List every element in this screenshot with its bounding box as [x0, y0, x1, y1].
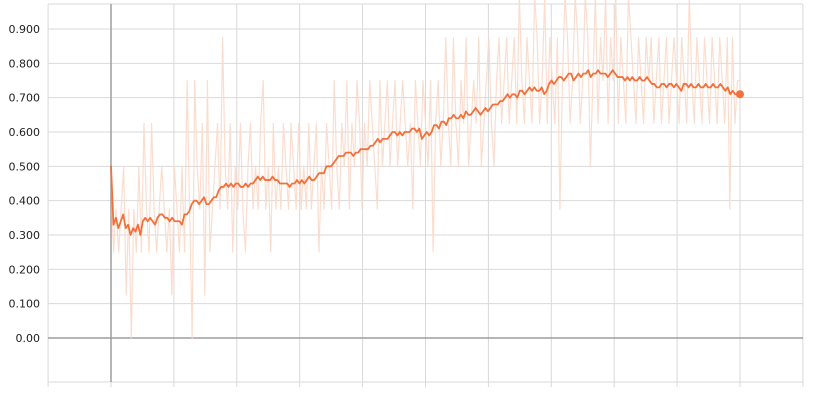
y-tick-label: 0.500	[9, 160, 41, 173]
y-tick-label: 0.600	[9, 126, 41, 139]
series-end-marker	[736, 90, 744, 99]
y-tick-label: 0.300	[9, 229, 41, 242]
y-tick-label: 0.100	[9, 298, 41, 311]
y-tick-label: 0.800	[9, 57, 41, 70]
gridlines	[47, 3, 804, 387]
series-lines	[110, 0, 741, 339]
y-tick-label: 0.900	[9, 23, 41, 36]
y-tick-label: 0.700	[9, 92, 41, 105]
y-tick-label: 0.400	[9, 195, 41, 208]
raw-series-line	[110, 0, 741, 339]
end-markers	[736, 90, 744, 99]
y-tick-labels: 0.00 0.100 0.200 0.300 0.400 0.500 0.600 0.700 0…	[9, 23, 41, 345]
y-tick-label: 0.00	[16, 332, 41, 345]
axes	[48, 4, 803, 383]
y-tick-label: 0.200	[9, 263, 41, 276]
smoothed-series-line	[110, 69, 741, 236]
